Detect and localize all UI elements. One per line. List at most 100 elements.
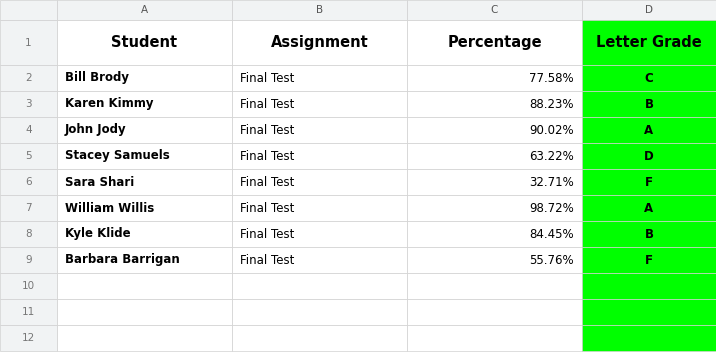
Text: F: F xyxy=(645,176,653,188)
Text: 5: 5 xyxy=(25,151,32,161)
Bar xyxy=(407,195,582,221)
Bar xyxy=(582,91,716,117)
Text: 8: 8 xyxy=(25,229,32,239)
Bar xyxy=(57,325,232,351)
Bar xyxy=(232,169,407,195)
Bar xyxy=(0,221,57,247)
Text: F: F xyxy=(645,253,653,267)
Bar xyxy=(407,273,582,299)
Text: Final Test: Final Test xyxy=(240,227,294,241)
Bar xyxy=(582,195,716,221)
Bar xyxy=(407,65,582,91)
Bar xyxy=(57,169,232,195)
Text: 55.76%: 55.76% xyxy=(529,253,574,267)
Text: Kyle Klide: Kyle Klide xyxy=(65,227,130,241)
Bar xyxy=(582,0,716,20)
Text: D: D xyxy=(644,150,654,162)
Bar xyxy=(232,247,407,273)
Bar xyxy=(0,169,57,195)
Bar xyxy=(0,65,57,91)
Text: Final Test: Final Test xyxy=(240,176,294,188)
Text: 84.45%: 84.45% xyxy=(529,227,574,241)
Text: Assignment: Assignment xyxy=(271,35,368,50)
Bar xyxy=(57,221,232,247)
Text: 98.72%: 98.72% xyxy=(529,201,574,215)
Bar xyxy=(407,117,582,143)
Bar xyxy=(232,91,407,117)
Text: C: C xyxy=(490,5,498,15)
Bar xyxy=(57,0,232,20)
Text: 32.71%: 32.71% xyxy=(529,176,574,188)
Text: Final Test: Final Test xyxy=(240,253,294,267)
Bar xyxy=(407,91,582,117)
Bar xyxy=(57,299,232,325)
Text: C: C xyxy=(644,72,654,84)
Text: Bill Brody: Bill Brody xyxy=(65,72,129,84)
Text: 12: 12 xyxy=(22,333,35,343)
Text: Karen Kimmy: Karen Kimmy xyxy=(65,98,153,110)
Bar xyxy=(407,20,582,65)
Text: Percentage: Percentage xyxy=(448,35,542,50)
Text: 9: 9 xyxy=(25,255,32,265)
Bar xyxy=(407,0,582,20)
Text: Final Test: Final Test xyxy=(240,124,294,136)
Bar xyxy=(407,221,582,247)
Bar xyxy=(582,65,716,91)
Text: Stacey Samuels: Stacey Samuels xyxy=(65,150,170,162)
Bar xyxy=(232,0,407,20)
Bar xyxy=(232,273,407,299)
Text: Final Test: Final Test xyxy=(240,72,294,84)
Bar xyxy=(0,20,57,65)
Bar xyxy=(0,117,57,143)
Text: 6: 6 xyxy=(25,177,32,187)
Bar xyxy=(232,20,407,65)
Text: Barbara Barrigan: Barbara Barrigan xyxy=(65,253,180,267)
Text: 1: 1 xyxy=(25,37,32,47)
Bar xyxy=(407,169,582,195)
Text: 88.23%: 88.23% xyxy=(530,98,574,110)
Bar xyxy=(57,65,232,91)
Bar xyxy=(232,299,407,325)
Bar xyxy=(232,65,407,91)
Bar xyxy=(57,20,232,65)
Text: 2: 2 xyxy=(25,73,32,83)
Bar xyxy=(57,143,232,169)
Bar xyxy=(582,20,716,65)
Text: 3: 3 xyxy=(25,99,32,109)
Text: 77.58%: 77.58% xyxy=(529,72,574,84)
Bar xyxy=(0,273,57,299)
Bar xyxy=(232,143,407,169)
Bar xyxy=(57,91,232,117)
Bar xyxy=(582,221,716,247)
Bar xyxy=(582,247,716,273)
Bar xyxy=(0,247,57,273)
Text: D: D xyxy=(645,5,653,15)
Text: Sara Shari: Sara Shari xyxy=(65,176,135,188)
Text: William Willis: William Willis xyxy=(65,201,154,215)
Bar xyxy=(232,117,407,143)
Text: B: B xyxy=(644,98,654,110)
Bar xyxy=(582,143,716,169)
Bar xyxy=(0,0,57,20)
Bar xyxy=(0,143,57,169)
Text: A: A xyxy=(141,5,148,15)
Text: 11: 11 xyxy=(22,307,35,317)
Text: 4: 4 xyxy=(25,125,32,135)
Text: Final Test: Final Test xyxy=(240,98,294,110)
Bar xyxy=(407,247,582,273)
Bar xyxy=(0,195,57,221)
Bar xyxy=(0,325,57,351)
Bar xyxy=(407,325,582,351)
Text: A: A xyxy=(644,201,654,215)
Text: Letter Grade: Letter Grade xyxy=(596,35,702,50)
Bar xyxy=(407,143,582,169)
Text: 7: 7 xyxy=(25,203,32,213)
Bar xyxy=(582,325,716,351)
Bar xyxy=(582,169,716,195)
Bar xyxy=(57,117,232,143)
Text: Final Test: Final Test xyxy=(240,150,294,162)
Text: Final Test: Final Test xyxy=(240,201,294,215)
Bar xyxy=(57,247,232,273)
Bar xyxy=(0,91,57,117)
Bar xyxy=(57,195,232,221)
